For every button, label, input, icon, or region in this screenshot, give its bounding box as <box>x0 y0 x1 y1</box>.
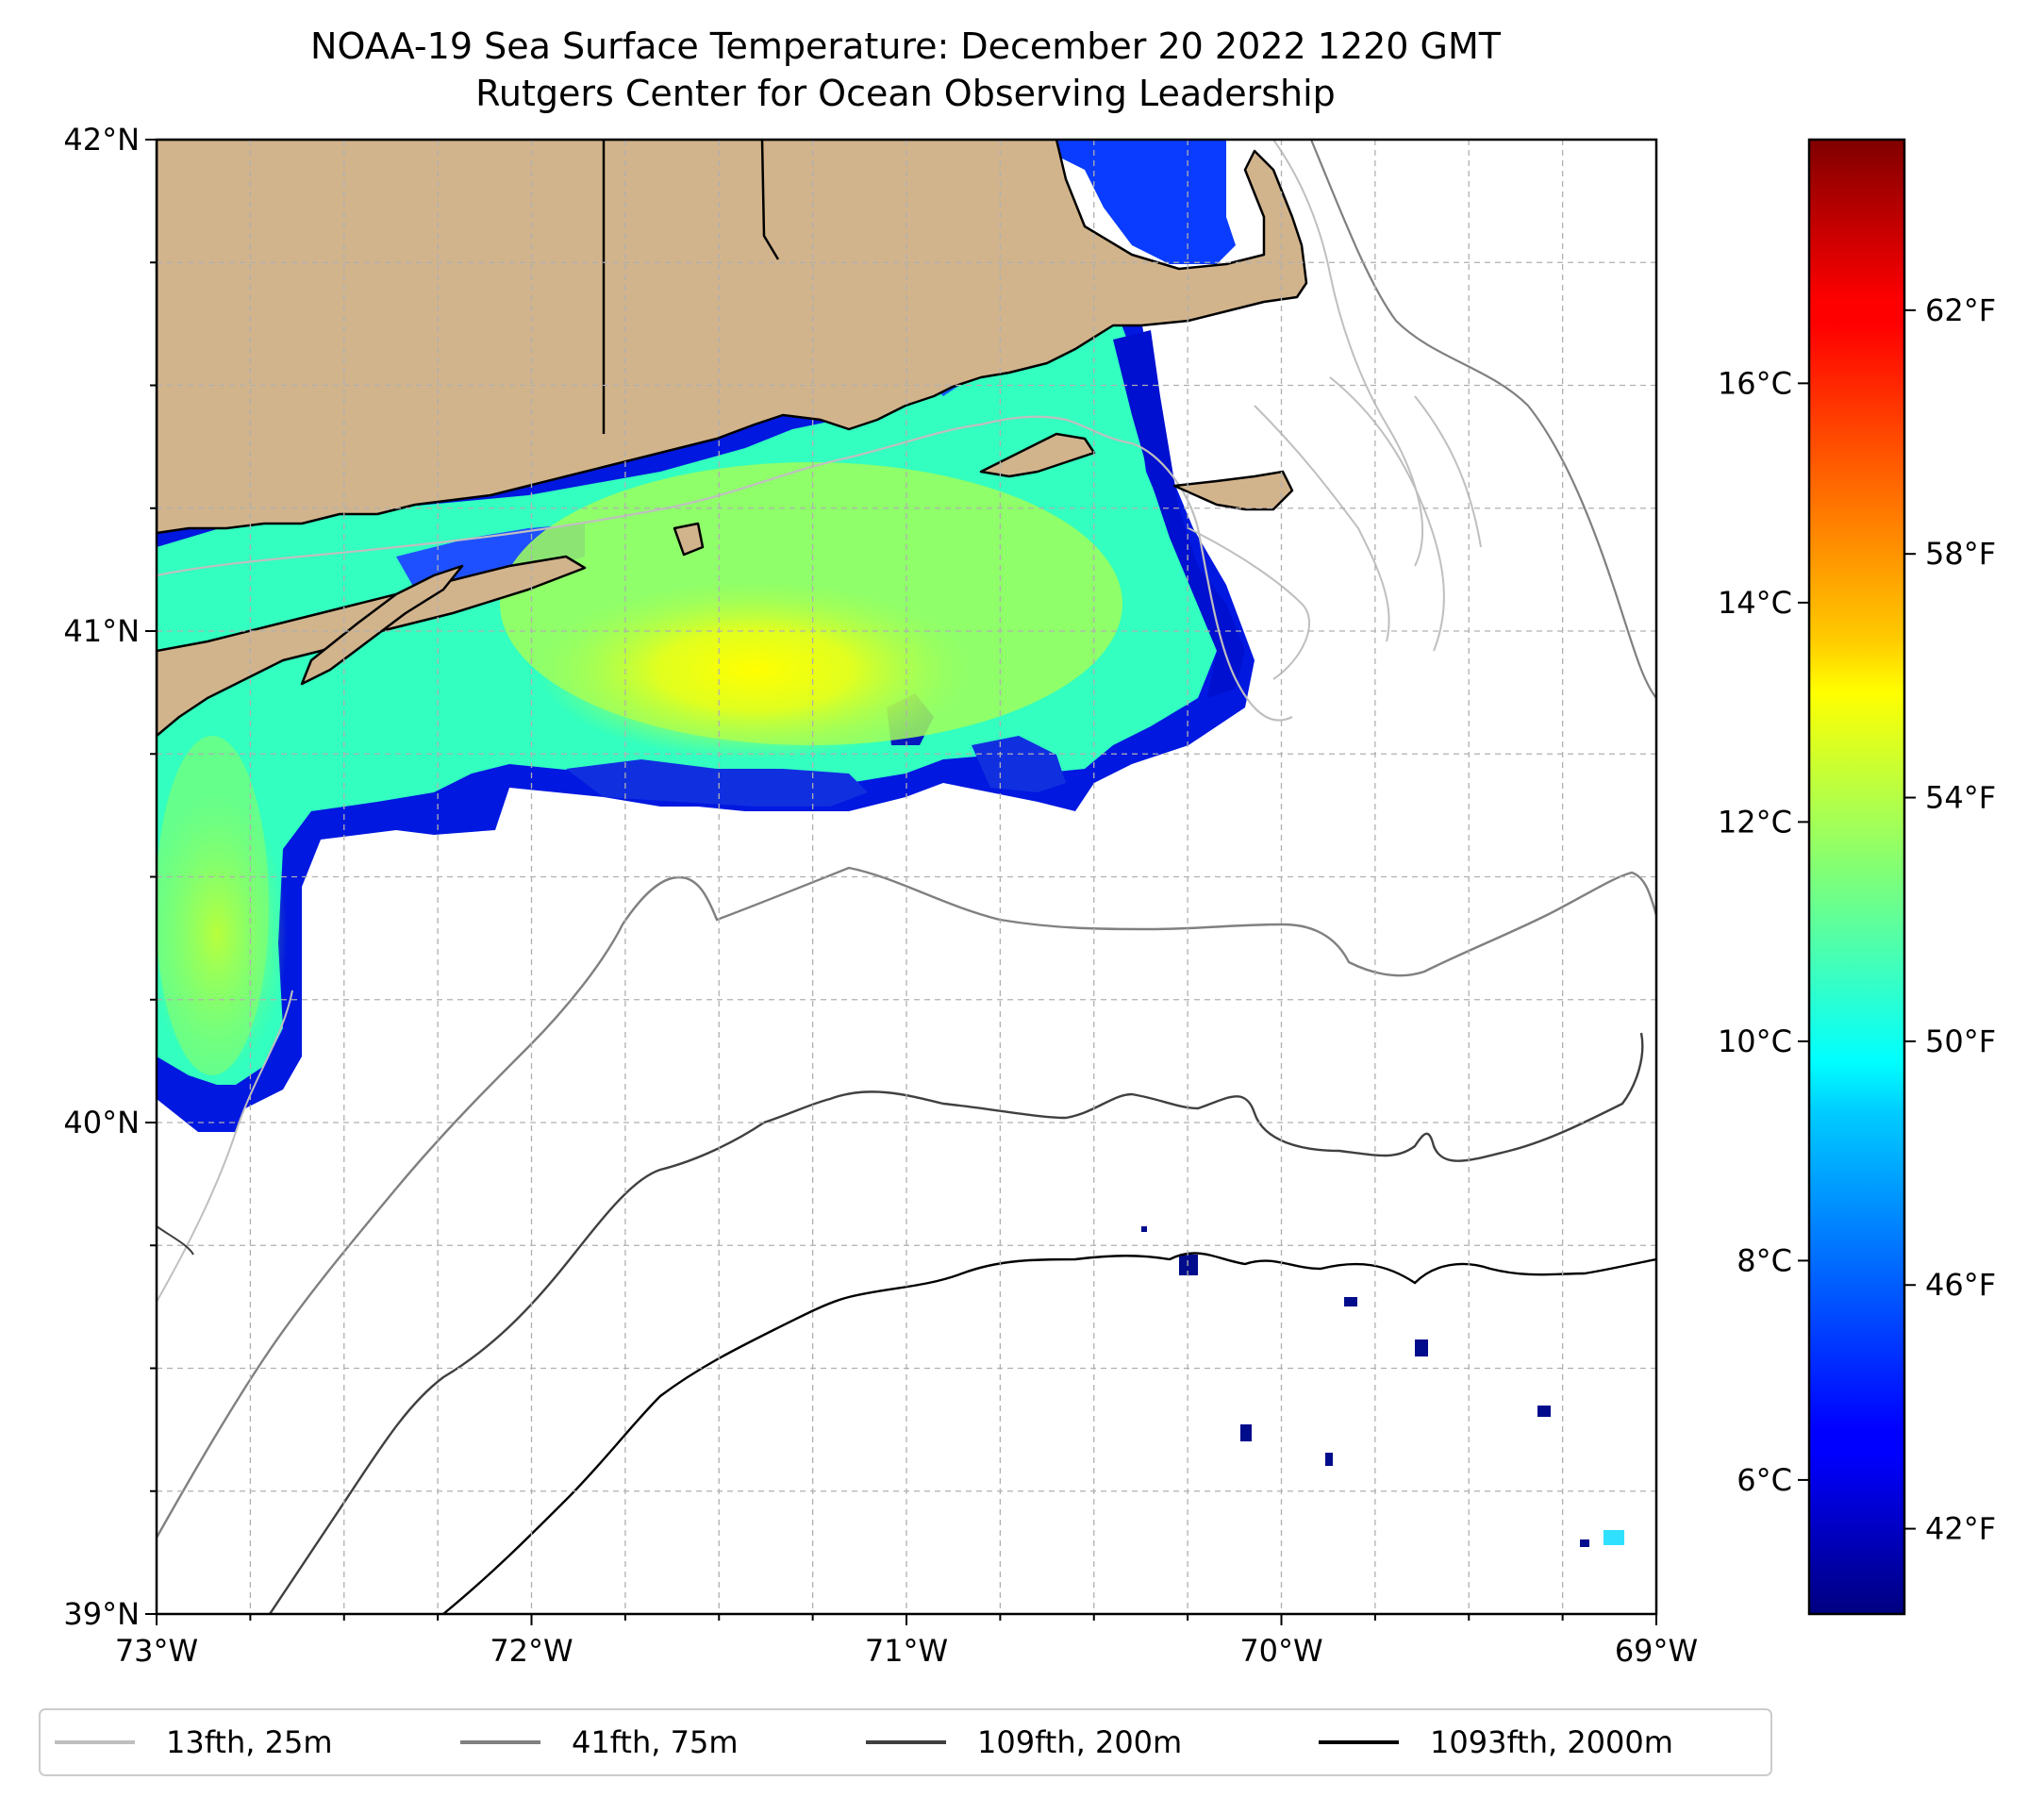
celsius-tick-label: 12°C <box>1718 804 1792 840</box>
colorbar: 6°C 8°C 10°C 12°C 14°C 16°C 42°F 46°F 50°F 54°F 5… <box>1718 138 1996 1616</box>
y-axis: 42°N 41°N 40°N 39°N <box>63 122 157 1632</box>
map-area <box>157 140 1656 1614</box>
colorbar-celsius-axis: 6°C 8°C 10°C 12°C 14°C 16°C <box>1718 365 1809 1498</box>
x-tick-label: 69°W <box>1615 1633 1698 1669</box>
title-line-2: Rutgers Center for Ocean Observing Leade… <box>475 73 1336 114</box>
x-tick-label: 70°W <box>1239 1633 1322 1669</box>
contour-75m-east <box>1309 140 1656 699</box>
fahrenheit-tick-label: 62°F <box>1925 292 1996 328</box>
colorbar-fahrenheit-axis: 42°F 46°F 50°F 54°F 58°F 62°F <box>1904 292 1996 1547</box>
land-long-island <box>157 555 587 738</box>
celsius-tick-label: 16°C <box>1718 365 1792 401</box>
sst-south-edge-dark-2 <box>972 736 1066 792</box>
x-tick-label: 72°W <box>490 1633 573 1669</box>
fahrenheit-tick-label: 50°F <box>1925 1023 1996 1059</box>
legend-label: 13fth, 25m <box>166 1724 332 1760</box>
celsius-tick-label: 10°C <box>1718 1023 1792 1059</box>
land <box>157 140 1308 738</box>
celsius-tick-label: 6°C <box>1737 1462 1792 1498</box>
fahrenheit-tick-label: 58°F <box>1925 536 1996 572</box>
sst-field <box>157 140 1624 1547</box>
land-new-england <box>157 140 1308 535</box>
celsius-tick-label: 14°C <box>1718 585 1792 621</box>
land-block-island <box>673 522 705 557</box>
contour-25m <box>157 415 1293 722</box>
land-long-island-north-fork <box>300 564 464 686</box>
contour-200m-west <box>157 1225 194 1256</box>
legend-label: 1093fth, 2000m <box>1430 1724 1673 1760</box>
y-tick-label: 40°N <box>63 1105 140 1140</box>
contour-75m <box>157 866 1656 1539</box>
y-tick-label: 42°N <box>63 122 140 158</box>
border-ri-ma <box>760 140 780 260</box>
x-tick-label: 71°W <box>865 1633 948 1669</box>
legend: 13fth, 25m 41fth, 75m 109fth, 200m 1093fth,… <box>39 1708 1772 1776</box>
sst-south-edge-dark-3 <box>566 759 868 807</box>
sst-isolated-cyan <box>1604 1530 1624 1545</box>
contour-2000m <box>442 1252 1656 1614</box>
contour-25m-nantucket <box>1188 376 1482 680</box>
sst-isolated-pixels <box>1141 1226 1589 1547</box>
sst-south-green <box>157 736 269 1075</box>
contour-200m <box>268 1032 1644 1614</box>
fahrenheit-tick-label: 42°F <box>1925 1511 1996 1547</box>
title-line-1: NOAA-19 Sea Surface Temperature: Decembe… <box>310 25 1502 67</box>
legend-label: 109fth, 200m <box>977 1724 1182 1760</box>
contour-25m-capecod <box>1272 140 1423 567</box>
sst-capecod-bay <box>1038 140 1236 264</box>
map-gridlines <box>157 140 1656 1614</box>
celsius-tick-label: 8°C <box>1737 1242 1792 1278</box>
legend-label: 41fth, 75m <box>572 1724 738 1760</box>
fahrenheit-tick-label: 54°F <box>1925 780 1996 816</box>
y-tick-label: 41°N <box>63 613 140 649</box>
colorbar-gradient <box>1807 138 1906 1616</box>
fahrenheit-tick-label: 46°F <box>1925 1267 1996 1303</box>
sst-warm-core <box>538 580 972 759</box>
contour-25m-west <box>157 990 293 1303</box>
y-tick-label: 39°N <box>63 1596 140 1632</box>
x-tick-label: 73°W <box>115 1633 198 1669</box>
bathymetry-contours <box>157 140 1656 1614</box>
x-axis: 73°W 72°W 71°W 70°W 69°W <box>115 1614 1698 1669</box>
legend-items: 13fth, 25m 41fth, 75m 109fth, 200m 1093fth,… <box>55 1724 1673 1760</box>
land-nantucket <box>1172 470 1294 511</box>
